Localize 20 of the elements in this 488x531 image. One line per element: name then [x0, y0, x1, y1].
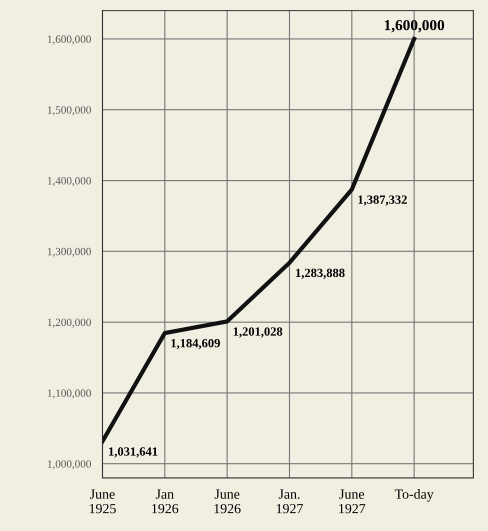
- x-tick-label: Jan. 1927: [276, 490, 303, 514]
- x-tick-label: June 1927: [339, 490, 366, 514]
- text: 1,600,000: [384, 20, 444, 32]
- text: 1,201,028: [234, 327, 282, 338]
- y-tick-label: 1,200,000: [48, 318, 91, 328]
- x-tick-label: Jan 1926: [152, 490, 178, 514]
- y-tick-label: 1,400,000: [48, 177, 91, 186]
- text: 1,184,609: [171, 338, 220, 350]
- y-tick-label: 1,100,000: [48, 389, 91, 399]
- text: 1,031,641: [109, 447, 158, 458]
- x-tick-label: June 1925: [90, 490, 116, 514]
- x-tick-label: To-day: [394, 489, 434, 502]
- y-tick-label: 1,000,000: [48, 460, 91, 470]
- text: 1,283,888: [296, 268, 345, 279]
- line-series: [102, 36, 416, 444]
- text: 1,387,332: [358, 195, 407, 206]
- y-tick-label: 1,500,000: [48, 106, 91, 116]
- y-tick-label: 1,600,000: [48, 35, 91, 45]
- x-tick-label: June 1926: [214, 490, 241, 514]
- y-tick-label: 1,300,000: [48, 248, 91, 257]
